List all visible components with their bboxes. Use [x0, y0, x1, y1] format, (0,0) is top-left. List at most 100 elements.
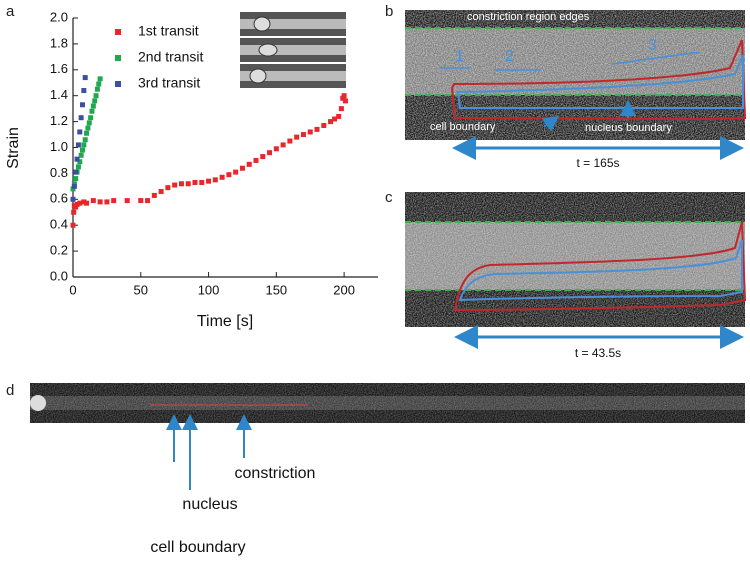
data-point: [73, 204, 79, 210]
data-point: [342, 98, 348, 104]
x-tick-label: 50: [134, 282, 148, 297]
legend-label: 3rd transit: [138, 75, 200, 91]
data-point: [70, 186, 76, 192]
data-point: [74, 156, 80, 162]
annotation: nucleus: [182, 496, 237, 513]
data-point: [212, 177, 218, 183]
data-point: [314, 126, 320, 132]
region-label: 1: [455, 48, 464, 65]
data-point: [71, 183, 77, 189]
data-point: [70, 196, 76, 202]
duration-label: t = 43.5s: [575, 346, 621, 360]
data-point: [332, 116, 338, 122]
region-label: 2: [505, 48, 514, 65]
data-point: [219, 174, 225, 180]
legend-label: 2nd transit: [138, 49, 203, 65]
data-point: [307, 129, 313, 135]
data-point: [78, 152, 84, 158]
data-point: [77, 159, 83, 165]
y-tick-label: 1.6: [50, 61, 68, 76]
data-point: [78, 115, 84, 121]
x-axis-label: Time [s]: [197, 313, 253, 330]
data-point: [93, 93, 99, 99]
data-point: [280, 142, 286, 148]
data-point: [88, 115, 94, 121]
kymograph-b: [405, 10, 747, 140]
inset-images: [240, 12, 346, 88]
annotation: constriction region edges: [467, 11, 590, 23]
x-tick-label: 100: [198, 282, 220, 297]
y-tick-label: 0.6: [50, 191, 68, 206]
panel-label: a: [6, 3, 15, 20]
y-axis-label: Strain: [5, 127, 22, 169]
data-point: [75, 164, 81, 170]
data-point: [75, 142, 81, 148]
x-tick-label: 150: [265, 282, 287, 297]
data-point: [233, 169, 239, 175]
data-point: [92, 98, 98, 104]
data-point: [79, 102, 85, 108]
data-point: [328, 119, 334, 125]
data-point: [73, 169, 79, 175]
data-point: [165, 185, 171, 191]
annotation: constriction: [235, 465, 316, 482]
data-point: [77, 200, 83, 206]
data-point: [82, 137, 88, 143]
annotation: cell boundary: [150, 539, 245, 556]
y-tick-label: 0.2: [50, 243, 68, 258]
data-point: [239, 165, 245, 171]
legend-marker: [115, 55, 121, 61]
y-tick-label: 1.4: [50, 87, 68, 102]
data-point: [260, 154, 266, 160]
y-tick-label: 1.2: [50, 113, 68, 128]
data-point: [79, 147, 85, 153]
y-tick-label: 0.0: [50, 268, 68, 283]
data-point: [273, 146, 279, 152]
data-point: [81, 199, 87, 205]
data-point: [321, 122, 327, 128]
y-tick-label: 1.8: [50, 35, 68, 50]
data-point: [226, 172, 232, 178]
annotation: cell boundary: [430, 121, 496, 133]
data-point: [84, 130, 90, 136]
kymograph-c: [405, 192, 747, 327]
y-tick-label: 0.4: [50, 217, 68, 232]
data-point: [77, 129, 83, 135]
data-point: [206, 178, 212, 184]
data-point: [90, 103, 96, 109]
data-point: [253, 157, 259, 163]
region-label: 3: [648, 37, 657, 54]
data-point: [145, 198, 151, 204]
data-point: [86, 120, 92, 126]
data-point: [287, 138, 293, 144]
data-point: [81, 142, 87, 148]
data-point: [81, 88, 87, 94]
data-point: [294, 134, 300, 140]
panel-label: d: [6, 382, 14, 399]
y-tick-label: 0.8: [50, 165, 68, 180]
data-point: [138, 198, 144, 204]
data-point: [267, 150, 273, 156]
data-point: [71, 209, 77, 215]
data-point: [199, 179, 205, 185]
data-point: [151, 192, 157, 198]
data-point: [90, 198, 96, 204]
data-point: [74, 201, 80, 207]
data-point: [124, 198, 130, 204]
data-point: [172, 182, 178, 188]
panel-label: c: [385, 189, 393, 206]
legend-label: 1st transit: [138, 23, 199, 39]
data-point: [97, 76, 103, 82]
data-point: [111, 198, 117, 204]
legend-marker: [115, 29, 121, 35]
x-tick-label: 0: [69, 282, 76, 297]
data-point: [89, 108, 95, 114]
x-tick-label: 200: [333, 282, 355, 297]
data-point: [73, 176, 79, 182]
data-point: [85, 125, 91, 131]
data-point: [158, 189, 164, 195]
data-point: [96, 81, 102, 87]
data-point: [84, 200, 90, 206]
data-point: [94, 86, 100, 92]
